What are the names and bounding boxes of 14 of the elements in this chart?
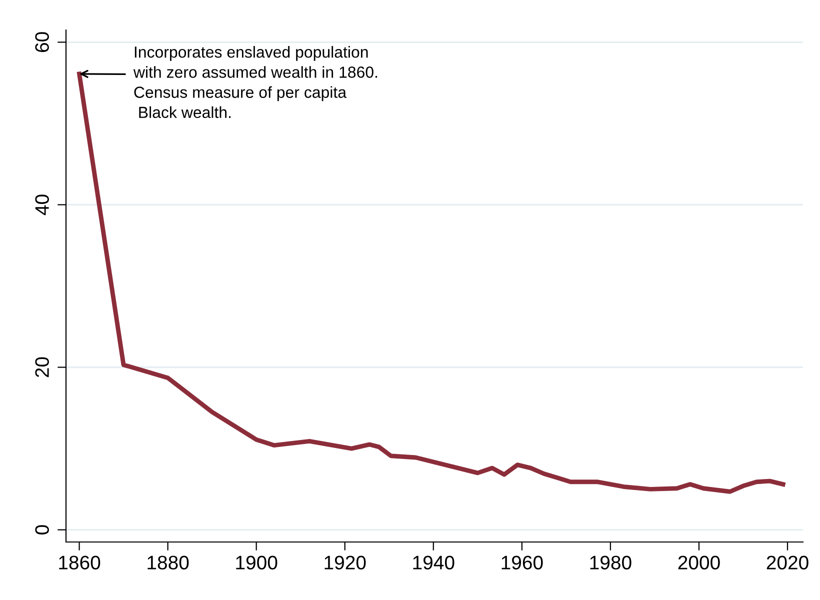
x-tick-label: 1960 xyxy=(502,556,543,570)
x-tick-label: 1980 xyxy=(590,556,632,570)
x-tick-label: 1920 xyxy=(324,556,366,570)
y-tick-label: 20 xyxy=(35,357,49,378)
y-tick-label: 40 xyxy=(35,194,49,216)
x-tick-label: 1940 xyxy=(413,556,454,570)
x-tick-label: 1860 xyxy=(59,556,100,570)
annotation: Incorporates enslaved population with zero assumed wealth in 1860. Census measure of per capita Black wealth. xyxy=(133,46,378,118)
x-tick-label: 2020 xyxy=(766,556,808,570)
y-tick-label: 60 xyxy=(35,32,49,52)
y-tick-label: 0 xyxy=(35,525,49,534)
x-tick-label: 1880 xyxy=(148,556,189,570)
x-tick-label: 2000 xyxy=(678,556,720,570)
x-tick-label: 1900 xyxy=(236,556,278,570)
